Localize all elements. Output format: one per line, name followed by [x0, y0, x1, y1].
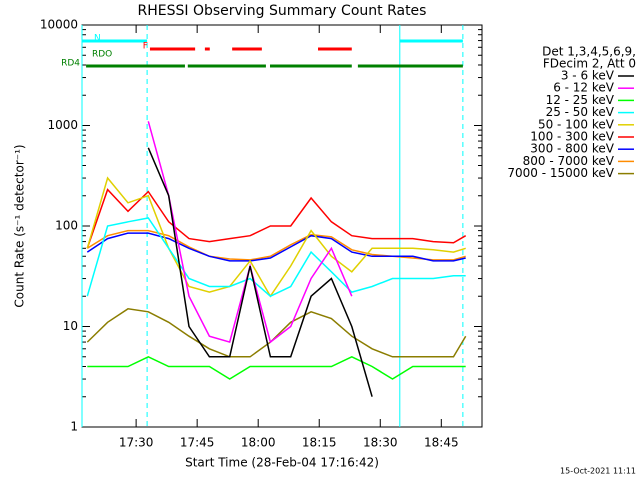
x-tick-label: 17:45: [180, 436, 215, 450]
series-line: [86, 188, 467, 249]
legend-label: 3 - 6 keV: [561, 69, 615, 83]
x-axis-label: Start Time (28-Feb-04 17:16:42): [185, 456, 379, 470]
y-tick-label: 10: [63, 319, 78, 333]
legend-label: 12 - 25 keV: [546, 93, 615, 107]
y-tick-label: 1000: [47, 118, 78, 132]
y-axis-label: Count Rate (s⁻¹ detector⁻¹): [13, 144, 27, 307]
series-line: [86, 308, 467, 358]
flag-label: F: [143, 42, 148, 52]
x-tick-label: 18:00: [241, 436, 276, 450]
series-line: [86, 229, 466, 261]
x-tick-label: 18:30: [363, 436, 398, 450]
series-line: [147, 147, 373, 397]
series-line: [87, 355, 466, 380]
series-line: [86, 232, 466, 262]
legend-label: 100 - 300 keV: [530, 130, 614, 144]
legend-label: 7000 - 15000 keV: [507, 166, 614, 180]
series-line: [86, 217, 466, 298]
footer: 15-Oct-2021 11:11: [560, 467, 636, 476]
legend-label: 300 - 800 keV: [530, 142, 614, 156]
x-tick-label: 18:15: [302, 436, 337, 450]
legend-label: 6 - 12 keV: [553, 81, 615, 95]
y-tick-label: 100: [55, 219, 78, 233]
x-tick-label: 17:30: [119, 436, 154, 450]
flag-label: RD4: [61, 59, 80, 69]
legend-header: Det 1,3,4,5,6,9,: [542, 45, 636, 59]
legend-header: FDecim 2, Att 0: [543, 57, 636, 71]
chart-title: RHESSI Observing Summary Count Rates: [138, 3, 427, 19]
legend-label: 800 - 7000 keV: [523, 154, 615, 168]
flag-label: N: [94, 34, 101, 44]
legend-label: 25 - 50 keV: [546, 105, 615, 119]
legend-label: 50 - 100 keV: [538, 117, 615, 131]
x-tick-label: 18:45: [424, 436, 459, 450]
y-tick-label: 1: [70, 420, 78, 434]
flag-label: RDO: [92, 50, 112, 60]
y-tick-label: 10000: [40, 18, 78, 32]
series-line: [86, 176, 466, 298]
